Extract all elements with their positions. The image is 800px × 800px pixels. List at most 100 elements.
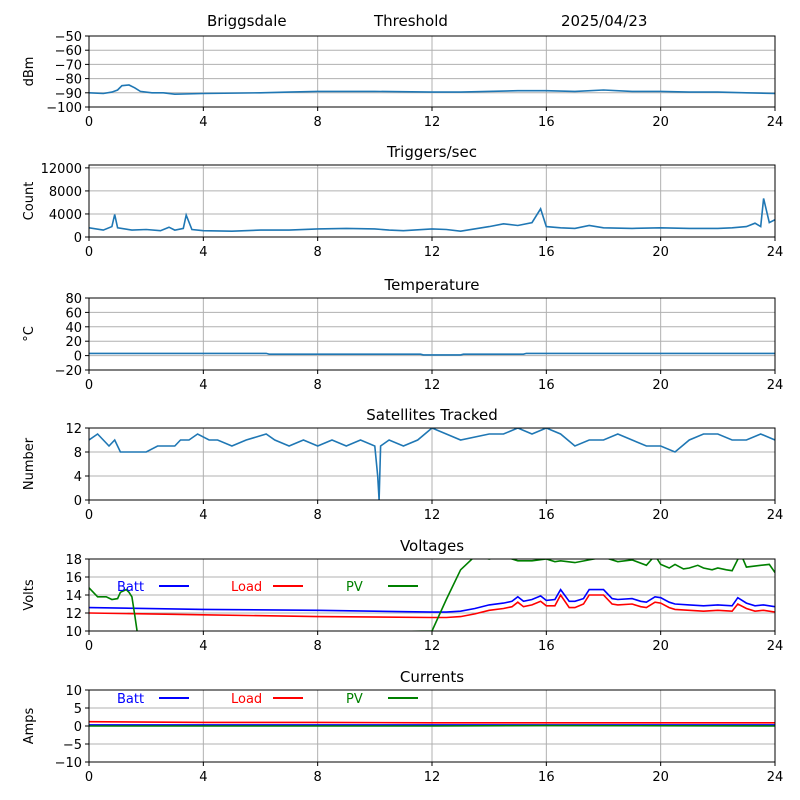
series-line-1	[89, 428, 775, 500]
series-line-1	[89, 84, 775, 96]
x-tick-label: 0	[85, 378, 93, 393]
x-tick-label: 8	[314, 508, 322, 523]
chart-title: Temperature	[383, 276, 479, 294]
y-tick-label: 10	[65, 684, 82, 699]
y-tick-label: 8	[74, 446, 82, 461]
x-tick-label: 8	[314, 378, 322, 393]
chart-panel-1: 0 4 8 12 16 20 24 −100−90−80−70−60−50 dBm	[22, 30, 783, 130]
y-tick-label: 4	[74, 470, 82, 485]
y-tick-label: −60	[55, 44, 82, 59]
y-tick-label: −70	[55, 58, 82, 73]
x-tick-label: 4	[199, 245, 207, 260]
x-tick-label: 8	[314, 639, 322, 654]
legend-label-load: Load	[231, 692, 262, 707]
x-tick-label: 12	[424, 115, 441, 130]
legend-label-pv: PV	[346, 692, 363, 707]
chart-title: Currents	[400, 668, 464, 686]
x-tick-label: 4	[199, 639, 207, 654]
y-tick-label: −20	[55, 364, 82, 379]
x-tick-label: 20	[652, 115, 669, 130]
y-axis-label: Volts	[22, 579, 37, 611]
y-tick-label: 8000	[49, 185, 82, 200]
y-tick-label: 12000	[41, 162, 82, 177]
y-tick-label: 0	[74, 494, 82, 509]
x-tick-label: 0	[85, 770, 93, 785]
chart-panel-5: 0 4 8 12 16 20 24 10 12 14 16 18 Voltages Volts Batt Lo…	[22, 537, 783, 654]
x-tick-label: 8	[314, 770, 322, 785]
chart-panel-2: 0 4 8 12 16 20 24 0 4000 8000 12000 Triggers/sec Cou…	[22, 143, 783, 260]
x-tick-label: 20	[652, 770, 669, 785]
series-line-1	[89, 352, 775, 356]
y-tick-label: 18	[65, 553, 82, 568]
y-tick-label: 16	[65, 571, 82, 586]
y-tick-label: −80	[55, 73, 82, 88]
y-tick-label: −5	[63, 738, 82, 753]
y-axis-label: dBm	[22, 57, 37, 87]
x-tick-label: 16	[538, 770, 555, 785]
y-axis-label: Count	[22, 182, 37, 221]
y-axis-label: Amps	[22, 707, 37, 744]
x-tick-label: 16	[538, 508, 555, 523]
y-tick-label: 60	[65, 306, 82, 321]
y-tick-label: 10	[65, 625, 82, 640]
x-tick-label: 12	[424, 245, 441, 260]
chart-panel-4: 0 4 8 12 16 20 24 0 4 8 12 Satellites Tracked Number	[22, 406, 783, 523]
y-tick-label: 40	[65, 321, 82, 336]
x-tick-label: 16	[538, 245, 555, 260]
x-tick-label: 0	[85, 508, 93, 523]
x-tick-label: 12	[424, 770, 441, 785]
y-tick-label: −50	[55, 30, 82, 45]
y-tick-label: 20	[65, 335, 82, 350]
y-tick-label: −10	[55, 756, 82, 771]
x-tick-label: 16	[538, 115, 555, 130]
x-tick-label: 20	[652, 245, 669, 260]
y-tick-label: 0	[74, 231, 82, 246]
series-line-pv	[89, 559, 775, 631]
x-tick-label: 24	[767, 378, 784, 393]
x-tick-label: 12	[424, 508, 441, 523]
x-tick-label: 12	[424, 639, 441, 654]
x-tick-label: 0	[85, 639, 93, 654]
legend-label-batt: Batt	[117, 692, 144, 707]
series-line-load	[89, 593, 775, 619]
x-tick-label: 0	[85, 115, 93, 130]
header-station: Briggsdale	[207, 12, 287, 30]
x-tick-label: 16	[538, 378, 555, 393]
x-tick-label: 20	[652, 378, 669, 393]
x-tick-label: 8	[314, 245, 322, 260]
x-tick-label: 4	[199, 508, 207, 523]
chart-title: Voltages	[400, 537, 464, 555]
x-tick-label: 8	[314, 115, 322, 130]
y-tick-label: 14	[65, 589, 82, 604]
chart-title: Triggers/sec	[386, 143, 477, 161]
y-tick-label: 5	[74, 702, 82, 717]
y-tick-label: 80	[65, 292, 82, 307]
y-tick-label: −90	[55, 87, 82, 102]
chart-panel-6: 0 4 8 12 16 20 24 −10 −5 0 5 10 Currents Amps Batt Load…	[22, 668, 783, 785]
x-tick-label: 4	[199, 770, 207, 785]
x-tick-label: 0	[85, 245, 93, 260]
legend-label-pv: PV	[346, 580, 363, 595]
x-tick-label: 20	[652, 639, 669, 654]
x-tick-label: 4	[199, 115, 207, 130]
legend-label-load: Load	[231, 580, 262, 595]
y-tick-label: 4000	[49, 208, 82, 223]
legend-label-batt: Batt	[117, 580, 144, 595]
x-tick-label: 4	[199, 378, 207, 393]
x-tick-label: 24	[767, 639, 784, 654]
x-tick-label: 16	[538, 639, 555, 654]
chart-title: Satellites Tracked	[366, 406, 497, 424]
series-line-load	[89, 720, 775, 724]
x-tick-label: 24	[767, 770, 784, 785]
y-axis-label: °C	[22, 326, 37, 342]
x-tick-label: 24	[767, 245, 784, 260]
y-tick-label: 0	[74, 350, 82, 365]
header-mode: Threshold	[373, 12, 448, 30]
series-line-batt	[89, 588, 775, 613]
header-date: 2025/04/23	[561, 12, 647, 30]
y-tick-label: 12	[65, 607, 82, 622]
y-tick-label: 0	[74, 720, 82, 735]
x-tick-label: 12	[424, 378, 441, 393]
